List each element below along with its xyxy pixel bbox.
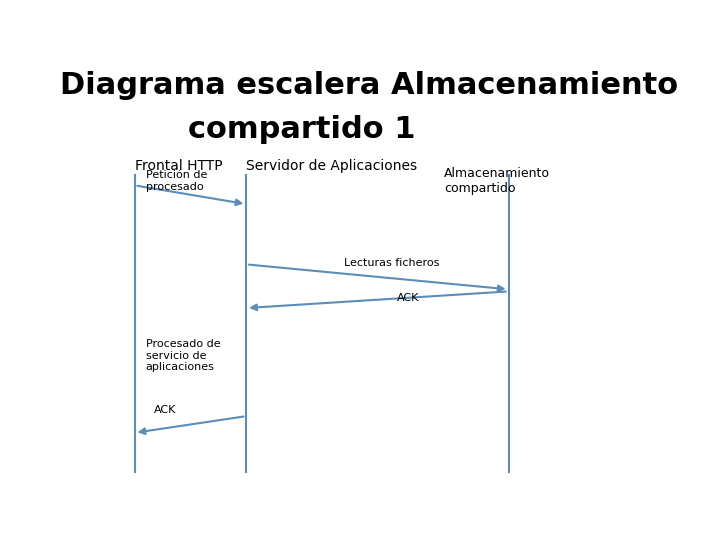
Text: Frontal HTTP: Frontal HTTP xyxy=(135,159,222,173)
Text: Procesado de
servicio de
aplicaciones: Procesado de servicio de aplicaciones xyxy=(145,339,220,373)
Text: Almacenamiento
compartido: Almacenamiento compartido xyxy=(444,167,550,195)
Text: Diagrama escalera Almacenamiento: Diagrama escalera Almacenamiento xyxy=(60,71,678,100)
Text: Petición de
procesado: Petición de procesado xyxy=(145,170,207,192)
Text: Servidor de Aplicaciones: Servidor de Aplicaciones xyxy=(246,159,418,173)
Text: ACK: ACK xyxy=(397,293,419,302)
Text: ACK: ACK xyxy=(154,405,176,415)
Text: compartido 1: compartido 1 xyxy=(189,114,415,144)
Text: Lecturas ficheros: Lecturas ficheros xyxy=(343,258,439,268)
